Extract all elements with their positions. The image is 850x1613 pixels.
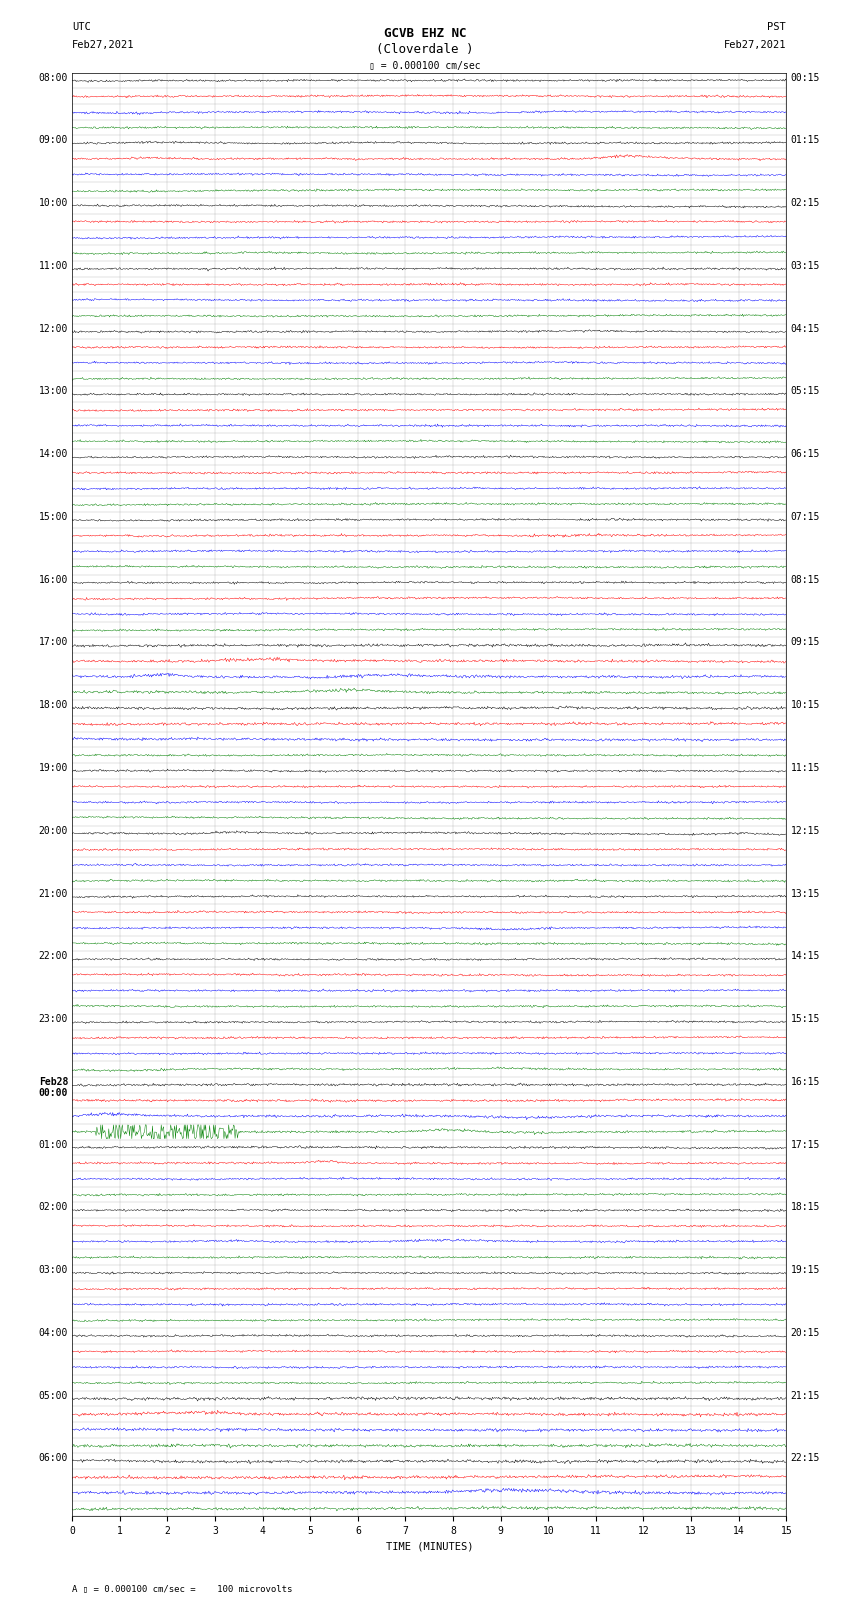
Text: 17:15: 17:15: [790, 1140, 820, 1150]
Text: 17:00: 17:00: [38, 637, 68, 647]
Text: ▯ = 0.000100 cm/sec: ▯ = 0.000100 cm/sec: [369, 61, 481, 71]
Text: 11:00: 11:00: [38, 261, 68, 271]
Text: 14:00: 14:00: [38, 448, 68, 460]
Text: 02:15: 02:15: [790, 198, 820, 208]
Text: 14:15: 14:15: [790, 952, 820, 961]
Text: 09:15: 09:15: [790, 637, 820, 647]
Text: 00:15: 00:15: [790, 73, 820, 82]
Text: 18:00: 18:00: [38, 700, 68, 710]
Text: 12:15: 12:15: [790, 826, 820, 836]
Text: Feb28
00:00: Feb28 00:00: [38, 1077, 68, 1098]
Text: 06:15: 06:15: [790, 448, 820, 460]
Text: 18:15: 18:15: [790, 1202, 820, 1213]
Text: 04:00: 04:00: [38, 1327, 68, 1337]
Text: GCVB EHZ NC: GCVB EHZ NC: [383, 27, 467, 40]
Text: 10:00: 10:00: [38, 198, 68, 208]
Text: 07:15: 07:15: [790, 511, 820, 523]
Text: 12:00: 12:00: [38, 324, 68, 334]
Text: 04:15: 04:15: [790, 324, 820, 334]
Text: 11:15: 11:15: [790, 763, 820, 773]
Text: 16:15: 16:15: [790, 1077, 820, 1087]
Text: 05:00: 05:00: [38, 1390, 68, 1400]
Text: (Cloverdale ): (Cloverdale ): [377, 44, 473, 56]
Text: 19:00: 19:00: [38, 763, 68, 773]
Text: PST: PST: [768, 23, 786, 32]
Text: 06:00: 06:00: [38, 1453, 68, 1463]
Text: 20:00: 20:00: [38, 826, 68, 836]
Text: 10:15: 10:15: [790, 700, 820, 710]
Text: 13:00: 13:00: [38, 387, 68, 397]
Text: 13:15: 13:15: [790, 889, 820, 898]
Text: 02:00: 02:00: [38, 1202, 68, 1213]
Text: 03:15: 03:15: [790, 261, 820, 271]
Text: 21:00: 21:00: [38, 889, 68, 898]
Text: 08:15: 08:15: [790, 574, 820, 586]
Text: UTC: UTC: [72, 23, 91, 32]
Text: 01:00: 01:00: [38, 1140, 68, 1150]
X-axis label: TIME (MINUTES): TIME (MINUTES): [386, 1542, 473, 1552]
Text: Feb27,2021: Feb27,2021: [723, 40, 786, 50]
Text: 01:15: 01:15: [790, 135, 820, 145]
Text: 03:00: 03:00: [38, 1265, 68, 1276]
Text: 16:00: 16:00: [38, 574, 68, 586]
Text: 09:00: 09:00: [38, 135, 68, 145]
Text: Feb27,2021: Feb27,2021: [72, 40, 135, 50]
Text: A ▯ = 0.000100 cm/sec =    100 microvolts: A ▯ = 0.000100 cm/sec = 100 microvolts: [72, 1584, 292, 1594]
Text: 15:00: 15:00: [38, 511, 68, 523]
Text: 05:15: 05:15: [790, 387, 820, 397]
Text: 08:00: 08:00: [38, 73, 68, 82]
Text: 23:00: 23:00: [38, 1015, 68, 1024]
Text: 22:15: 22:15: [790, 1453, 820, 1463]
Text: 20:15: 20:15: [790, 1327, 820, 1337]
Text: 19:15: 19:15: [790, 1265, 820, 1276]
Text: 22:00: 22:00: [38, 952, 68, 961]
Text: 21:15: 21:15: [790, 1390, 820, 1400]
Text: 15:15: 15:15: [790, 1015, 820, 1024]
